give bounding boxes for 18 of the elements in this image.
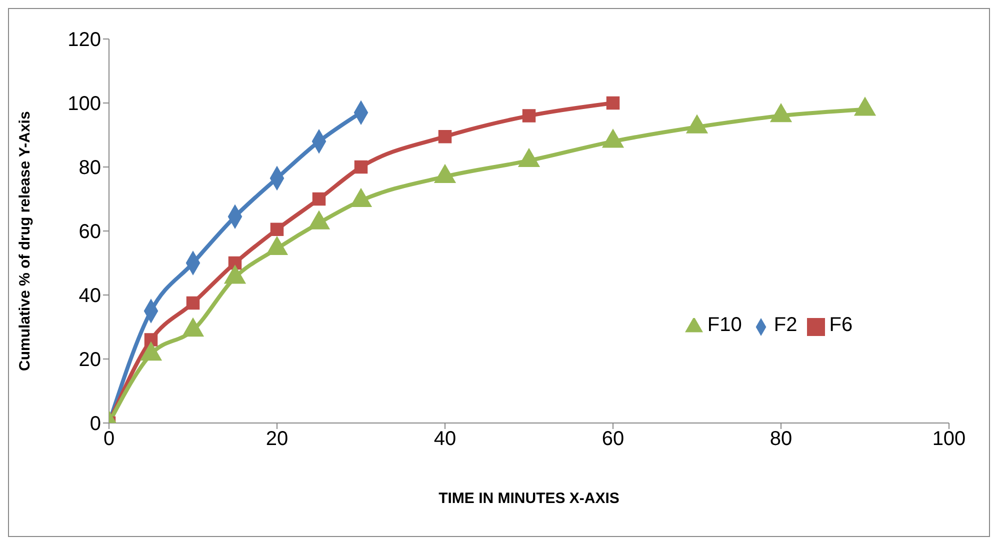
x-tick-label: 60 xyxy=(602,428,624,450)
y-tick-label: 20 xyxy=(78,349,101,372)
y-tick-label: 80 xyxy=(78,157,101,180)
x-tick-label: 20 xyxy=(266,428,288,450)
y-tick-label: 100 xyxy=(68,93,101,116)
legend-label: F2 xyxy=(774,314,798,336)
x-tick-label: 100 xyxy=(932,428,966,450)
legend-label: F10 xyxy=(707,314,742,336)
x-tick-label: 40 xyxy=(434,428,456,450)
y-tick-label: 120 xyxy=(68,29,101,52)
y-tick-label: 0 xyxy=(90,413,101,436)
x-axis-title: TIME IN MINUTES X-AXIS xyxy=(438,490,620,507)
y-tick-label: 60 xyxy=(78,221,101,244)
y-axis-title: Cumulative % of drug release Y-Axis xyxy=(16,111,34,371)
y-tick-label: 40 xyxy=(78,285,101,308)
x-tick-label: 80 xyxy=(770,428,792,450)
x-tick-label: 0 xyxy=(103,428,115,450)
legend-label: F6 xyxy=(829,314,853,336)
